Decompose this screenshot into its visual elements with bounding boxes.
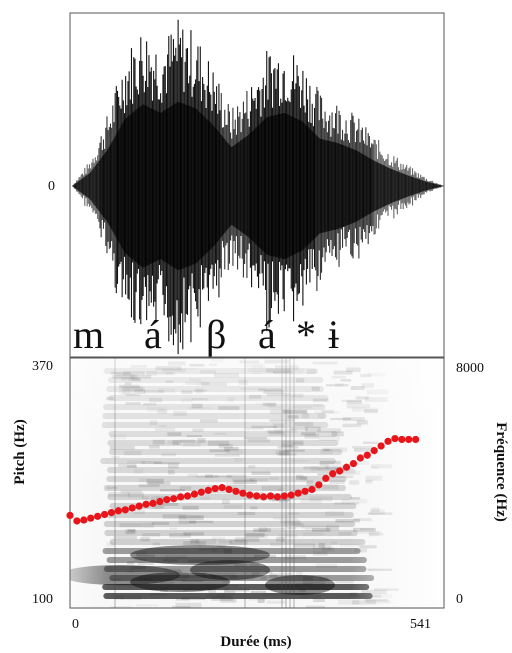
pitch-point xyxy=(342,463,351,471)
pitch-point xyxy=(204,486,212,495)
segment-label: ɨ xyxy=(328,312,339,357)
pitch-point xyxy=(66,511,74,520)
x-axis-title: Durée (ms) xyxy=(220,634,291,650)
time-start-tick: 0 xyxy=(72,617,79,632)
pitch-max-tick: 370 xyxy=(32,359,53,374)
pitch-point xyxy=(211,484,219,493)
pitch-point xyxy=(190,490,199,498)
pitch-point xyxy=(349,459,358,468)
pitch-point xyxy=(163,496,171,504)
spectrogram-panel xyxy=(66,357,445,609)
pitch-point xyxy=(356,454,364,462)
pitch-point xyxy=(170,495,178,503)
waveform-trace xyxy=(72,19,444,355)
pitch-point xyxy=(253,492,261,500)
pitch-point xyxy=(273,493,281,501)
pitch-point xyxy=(183,492,192,500)
pitch-point xyxy=(336,467,344,475)
pitch-point xyxy=(301,487,309,495)
pitch-point xyxy=(100,510,109,519)
frequency-max-tick: 8000 xyxy=(456,361,484,376)
pitch-point xyxy=(142,500,150,508)
pitch-point xyxy=(398,435,406,444)
axes: 370 100 8000 0 0 541 Durée (ms) Pitch (H… xyxy=(12,359,509,650)
pitch-point xyxy=(377,442,385,450)
pitch-point xyxy=(246,491,254,499)
pitch-point xyxy=(121,506,129,514)
pitch-point xyxy=(73,517,81,525)
pitch-point xyxy=(114,507,122,515)
segment-label: á xyxy=(144,312,162,357)
waveform-zero-tick: 0 xyxy=(48,179,55,194)
pitch-point xyxy=(308,485,316,494)
pitch-point xyxy=(294,489,302,497)
pitch-point xyxy=(225,485,233,494)
pitch-point xyxy=(322,474,330,482)
pitch-point xyxy=(259,493,268,501)
pitch-point xyxy=(177,493,185,501)
segment-label: á xyxy=(258,312,276,357)
pitch-point xyxy=(315,481,323,489)
y-axis-title-left: Pitch (Hz) xyxy=(12,419,28,484)
segment-label: m xyxy=(73,312,104,357)
pitch-point xyxy=(266,492,275,500)
pitch-point xyxy=(149,499,157,507)
segment-labels: m á β á * ɨ xyxy=(73,312,339,357)
pitch-point xyxy=(384,437,392,445)
pitch-point xyxy=(135,502,143,510)
frequency-min-tick: 0 xyxy=(456,592,463,607)
segment-label: β xyxy=(206,312,226,357)
pitch-track xyxy=(66,434,420,525)
spectrogram-fade-y xyxy=(70,358,444,608)
pitch-point xyxy=(197,488,205,496)
pitch-point xyxy=(128,504,136,512)
y-axis-title-right: Fréquence (Hz) xyxy=(493,422,509,522)
pitch-point xyxy=(156,497,164,506)
pitch-point xyxy=(218,484,226,492)
pitch-point xyxy=(370,446,378,455)
spectrogram-frame xyxy=(69,357,445,609)
pitch-point xyxy=(363,451,371,459)
waveform-panel: 0 xyxy=(48,12,445,358)
pitch-point xyxy=(94,512,102,520)
pitch-point xyxy=(412,435,420,444)
pitch-point xyxy=(329,470,337,478)
segment-label: * xyxy=(296,312,316,357)
pitch-point xyxy=(287,491,295,499)
time-end-tick: 541 xyxy=(410,617,431,632)
pitch-point xyxy=(87,514,95,522)
pitch-point xyxy=(280,492,288,500)
pitch-point xyxy=(232,487,240,495)
pitch-min-tick: 100 xyxy=(32,592,53,607)
pitch-point xyxy=(391,434,399,443)
pitch-point xyxy=(107,509,116,517)
pitch-point xyxy=(80,516,88,524)
pitch-point xyxy=(405,435,413,444)
pitch-point xyxy=(239,489,247,497)
